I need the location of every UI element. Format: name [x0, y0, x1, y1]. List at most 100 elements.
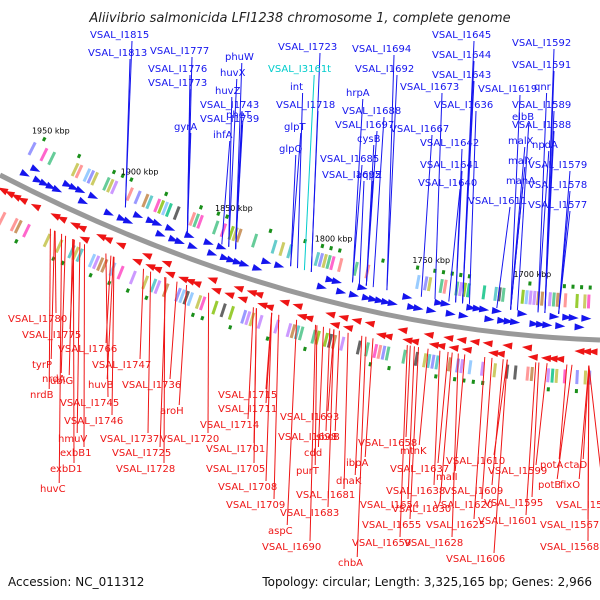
feature-block: [196, 214, 204, 229]
forward-gene-leader: [303, 74, 315, 271]
reverse-gene-leader: [407, 346, 415, 500]
forward-gene-arrow: [77, 196, 89, 205]
feature-block: [219, 303, 227, 318]
reverse-gene-leader: [418, 348, 429, 446]
feature-block: [459, 272, 463, 278]
feature-block: [41, 136, 47, 142]
forward-gene-arrow: [273, 261, 285, 268]
reverse-gene-arrow: [79, 236, 90, 244]
feature-block: [441, 269, 446, 275]
forward-gene-leader: [386, 54, 395, 291]
reverse-gene-leader: [535, 363, 548, 466]
reverse-gene-leader: [433, 350, 441, 486]
feature-block: [337, 248, 342, 253]
reverse-gene-arrow: [338, 314, 349, 322]
reverse-gene-label: aspC: [268, 526, 293, 537]
feature-block: [314, 330, 321, 345]
reverse-gene-leader: [399, 345, 408, 538]
reverse-gene-leader: [334, 330, 340, 432]
reverse-gene-arrow: [70, 222, 81, 230]
reverse-gene-label: VSAL_I1599: [488, 466, 547, 477]
reverse-gene-arrow: [233, 286, 245, 293]
reverse-gene-arrow: [456, 337, 467, 344]
reverse-gene-label: hmuV: [58, 434, 87, 445]
reverse-gene-arrow: [132, 258, 143, 266]
reverse-gene-label: VSAL_I1654: [360, 500, 419, 511]
feature-block: [13, 219, 23, 234]
feature-block: [289, 324, 297, 339]
reverse-gene-arrow: [151, 266, 163, 274]
reverse-gene-arrow: [237, 296, 249, 304]
scale-label: 1850 kbp: [215, 204, 253, 213]
feature-block: [434, 374, 438, 379]
reverse-gene-arrow: [292, 303, 304, 311]
reverse-gene-label: malI: [436, 472, 458, 483]
feature-block: [555, 292, 560, 307]
forward-gene-arrow: [116, 213, 127, 222]
reverse-gene-arrow: [184, 279, 196, 286]
reverse-gene-label: VSAL_I1715: [218, 390, 277, 401]
reverse-gene-arrow: [482, 340, 493, 348]
reverse-gene-leader: [106, 256, 114, 380]
reverse-gene-leader: [325, 328, 331, 432]
forward-gene-label: VSAL_I1739: [200, 114, 259, 125]
feature-block: [528, 290, 533, 305]
feature-block: [228, 324, 233, 330]
reverse-gene-label: VSAL_I1708: [218, 482, 277, 493]
forward-gene-leader: [372, 116, 385, 288]
feature-block: [493, 286, 498, 302]
reverse-gene-label: mtnK: [400, 446, 427, 457]
forward-gene-arrow: [103, 208, 114, 216]
forward-gene-labels: VSAL_I1815 VSAL_I1813 VSAL_I1777 VSAL_I1776…: [88, 30, 587, 211]
feature-block: [88, 272, 93, 278]
feature-block: [211, 300, 219, 315]
feature-block: [471, 379, 476, 384]
forward-gene-label: VSAL_I1591: [512, 60, 571, 71]
reverse-gene-leader: [327, 329, 335, 508]
reverse-gene-label: VSAL_I1658: [358, 438, 417, 449]
reverse-gene-label: huvB: [88, 380, 114, 391]
reverse-gene-label: VSAL_I1728: [116, 464, 175, 475]
reverse-gene-label: ctaD: [564, 460, 588, 471]
reverse-gene-arrow: [581, 348, 592, 356]
forward-gene-label: VSAL_I1673: [400, 82, 459, 93]
forward-gene-label: hrpA: [346, 88, 370, 99]
feature-block: [562, 284, 567, 289]
feature-block: [22, 223, 31, 238]
feature-block: [532, 290, 537, 306]
scale-labels: 1950 kbp 1900 kbp 1850 kbp 1800 kbp 1750 kbp…: [32, 126, 551, 279]
reverse-gene-leader: [247, 307, 254, 420]
reverse-gene-label: VSAL_I1630: [392, 504, 451, 515]
forward-gene-label: VSAL_I1697: [335, 120, 394, 131]
feature-block: [153, 280, 162, 295]
reverse-gene-leader: [578, 365, 590, 480]
feature-block: [227, 305, 235, 321]
forward-gene-leader: [510, 94, 521, 310]
reverse-gene-leader: [139, 268, 144, 360]
feature-block: [352, 261, 359, 276]
forward-gene-arrow: [203, 238, 214, 245]
reverse-gene-arrow: [96, 234, 107, 242]
forward-gene-arrow: [357, 283, 368, 291]
feature-block: [528, 281, 532, 286]
forward-gene-label: VSAL_I1619: [478, 84, 537, 95]
reverse-gene-label: VSAL_I1766: [58, 344, 117, 355]
reverse-gene-label: VSAL_I1737: [100, 434, 159, 445]
forward-gene-label: VSAL_I1636: [434, 100, 493, 111]
forward-gene-label: huvX: [220, 68, 246, 79]
reverse-gene-arrow: [102, 236, 114, 245]
forward-gene-label: cysB: [357, 134, 381, 145]
forward-gene-leader: [297, 92, 304, 269]
reverse-gene-arrow: [402, 337, 413, 345]
feature-block: [547, 292, 552, 307]
reverse-gene-label: exbD1: [50, 464, 82, 475]
forward-gene-arrow: [335, 287, 347, 295]
reverse-gene-arrow: [161, 260, 173, 268]
reverse-gene-label: dnaK: [336, 476, 362, 487]
forward-gene-arrow: [19, 169, 30, 177]
feature-block: [554, 368, 559, 383]
forward-gene-leader: [352, 164, 363, 283]
reverse-gene-label: VSAL_I1655: [362, 520, 421, 531]
feature-block: [27, 141, 37, 156]
reverse-gene-label: VSAL_I1610: [446, 456, 505, 467]
